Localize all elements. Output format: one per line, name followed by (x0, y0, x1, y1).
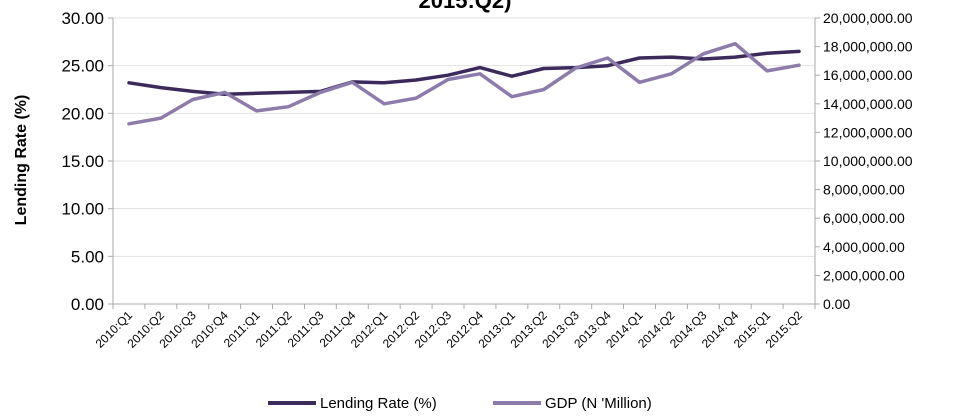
y-axis-left-tick-label: 0.00 (71, 295, 104, 314)
y-axis-right-tick-label: 10,000,000.00 (823, 153, 913, 169)
y-axis-right-tick-label: 18,000,000.00 (823, 39, 913, 55)
y-axis-left-tick-label: 15.00 (61, 152, 104, 171)
y-axis-right-tick-label: 12,000,000.00 (823, 124, 913, 140)
series-line-lending-rate (127, 49, 801, 97)
y-axis-right-tick-label: 0.00 (823, 296, 850, 312)
y-axis-right-ticks: 0.00 2,000,000.00 4,000,000.00 6,000,000.00… (815, 10, 913, 312)
y-axis-left-label: Lending Rate (%) (13, 95, 30, 226)
y-axis-right-tick-label: 6,000,000.00 (823, 210, 905, 226)
series-lines (127, 41, 801, 126)
y-axis-left-tick-label: 20.00 (61, 104, 104, 123)
y-axis-right-tick-label: 2,000,000.00 (823, 267, 905, 283)
legend-entry-label: Lending Rate (%) (320, 395, 437, 412)
y-axis-left-tick-label: 25.00 (61, 57, 104, 76)
legend-entry-label: GDP (N 'Million) (545, 395, 652, 412)
y-axis-right-tick-label: 14,000,000.00 (823, 96, 913, 112)
axes (112, 18, 816, 309)
y-axis-left-tick-label: 5.00 (71, 247, 104, 266)
legend: Lending Rate (%) GDP (N 'Million) (268, 395, 652, 412)
grid-lines (113, 17, 815, 257)
y-axis-left-tick-label: 10.00 (61, 200, 104, 219)
y-axis-right-tick-label: 4,000,000.00 (823, 239, 905, 255)
y-axis-right-tick-label: 8,000,000.00 (823, 182, 905, 198)
y-axis-left-ticks: 0.00 5.00 10.00 15.00 20.00 25.00 30.00 (61, 9, 113, 314)
y-axis-right-tick-label: 20,000,000.00 (823, 10, 913, 26)
x-axis-ticks: 2010:Q12010:Q22010:Q32010:Q42011:Q12011:… (93, 308, 806, 351)
y-axis-left-tick-label: 30.00 (61, 9, 104, 28)
y-axis-right-tick-label: 16,000,000.00 (823, 67, 913, 83)
series-line-gdp (127, 41, 801, 126)
chart-title: 2015:Q2) (419, 0, 512, 13)
